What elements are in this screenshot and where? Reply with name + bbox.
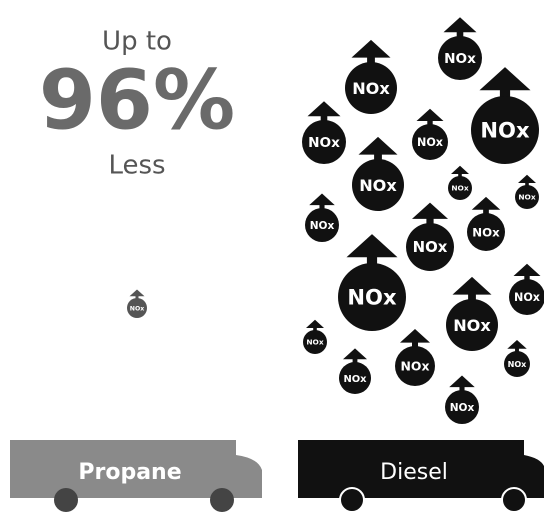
nox-bubble: NOx [406, 203, 454, 271]
nox-bubble: NOx [467, 197, 505, 251]
wheel [210, 488, 234, 512]
bus-label: Diesel [380, 460, 448, 485]
nox-bubble: NOx [302, 101, 346, 164]
nox-bubble: NOx [339, 348, 371, 394]
bubble-label: NOx [401, 359, 430, 374]
bubble-label: NOx [130, 306, 144, 313]
bubble-label: NOx [518, 193, 536, 202]
wheel [54, 488, 78, 512]
propane-bus: Propane [10, 440, 262, 512]
bubble-label: NOx [352, 79, 390, 98]
nox-bubble: NOx [338, 234, 406, 331]
bubble-label: NOx [310, 220, 335, 232]
bubble-label: NOx [453, 316, 491, 335]
headline-prefix: Up to [102, 27, 172, 57]
wheel [340, 488, 364, 512]
page: Up to 96% Less Propane Diesel NOx NOx NOx N… [0, 0, 544, 521]
bubble-label: NOx [308, 135, 340, 151]
nox-bubble: NOx [446, 277, 498, 351]
nox-bubble: NOx [352, 137, 404, 211]
bubble-label: NOx [347, 285, 397, 310]
bubble-label: NOx [306, 338, 324, 347]
nox-bubble: NOx [509, 264, 544, 315]
bus-label: Propane [78, 460, 181, 485]
bubble-label: NOx [417, 136, 444, 149]
wheel [502, 488, 526, 512]
nox-bubble: NOx [127, 290, 147, 319]
bubble-label: NOx [450, 402, 475, 414]
bubble-label: NOx [343, 374, 367, 385]
nox-bubble: NOx [504, 340, 530, 377]
bubble-label: NOx [514, 291, 541, 304]
bubble-label: NOx [480, 118, 530, 143]
nox-bubble: NOx [412, 109, 448, 160]
nox-bubble: NOx [515, 175, 539, 209]
nox-bubble: NOx [448, 166, 472, 200]
diesel-bus: Diesel [298, 440, 544, 512]
infographic: Up to 96% Less Propane Diesel NOx NOx NOx N… [0, 0, 544, 521]
nox-bubble: NOx [305, 194, 339, 242]
headline-amount: 96% [39, 53, 235, 148]
nox-bubble: NOx [438, 17, 482, 80]
nox-bubble: NOx [471, 67, 539, 164]
bubble-label: NOx [472, 225, 500, 239]
nox-bubble: NOx [345, 40, 397, 114]
bubble-label: NOx [413, 238, 448, 256]
headline-suffix: Less [108, 151, 165, 181]
bubble-label: NOx [451, 184, 469, 193]
nox-bubble: NOx [445, 376, 479, 424]
nox-bubble: NOx [395, 329, 435, 386]
nox-bubble: NOx [303, 320, 327, 354]
bubble-label: NOx [359, 176, 397, 195]
bubble-label: NOx [444, 51, 476, 67]
bubble-label: NOx [508, 360, 528, 369]
